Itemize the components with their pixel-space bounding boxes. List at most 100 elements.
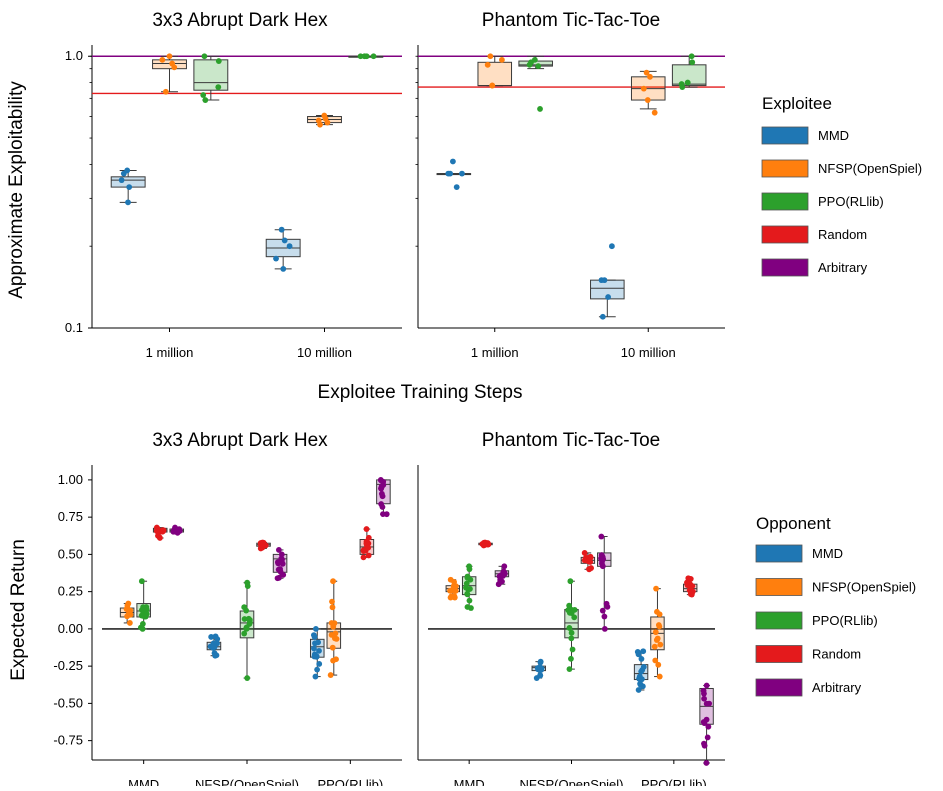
x-tick-label: MMD [128,777,159,786]
data-point-NFSP(OpenSpiel) [333,636,340,642]
data-point-Arbitrary [599,560,605,567]
data-point-Random [585,558,592,565]
y-tick-label: 0.1 [65,320,83,335]
box-Random-NFSP(OpenSpiel) [256,539,271,552]
data-point-PPO(RLlib) [200,92,207,98]
data-point-NFSP(OpenSpiel) [162,88,169,95]
panel-3: MMD NFSP(OpenSpiel) PPO(RLlib) [417,465,725,791]
box-PPO(RLlib)-10 million [348,53,384,60]
y-tick-label: 0.25 [58,584,83,599]
data-point-PPO(RLlib) [678,81,685,87]
data-point-Arbitrary [703,760,710,766]
box-MMD-NFSP(OpenSpiel) [531,658,546,681]
data-point-MMD [537,672,544,679]
data-point-MMD [281,237,288,244]
data-point-Arbitrary [703,700,710,707]
data-point-MMD [640,664,647,670]
data-point-Arbitrary [705,723,712,730]
data-point-NFSP(OpenSpiel) [126,620,133,626]
x-tick-label: PPO(RLlib) [641,777,707,786]
data-point-Arbitrary [276,574,282,581]
top-x-axis-label: Exploitee Training Steps [318,382,523,403]
data-point-Arbitrary [500,573,506,579]
legend-swatch-Arbitrary [761,258,809,277]
box-PPO(RLlib)-1 million [518,55,553,112]
data-point-PPO(RLlib) [241,630,248,637]
box-MMD-1 million [436,158,472,190]
box-MMD-PPO(RLlib) [309,625,325,680]
data-point-PPO(RLlib) [363,53,370,60]
data-point-MMD [453,184,460,190]
data-point-NFSP(OpenSpiel) [328,631,335,638]
box-iqr [671,64,707,87]
data-point-MMD [537,664,544,671]
data-point-NFSP(OpenSpiel) [655,661,662,668]
data-point-MMD [312,625,319,632]
data-point-MMD [118,177,125,184]
data-point-NFSP(OpenSpiel) [640,85,647,92]
box-NFSP(OpenSpiel)-1 million [152,53,187,95]
y-tick-label: 1.00 [58,472,83,487]
data-point-PPO(RLlib) [215,58,222,64]
data-point-MMD [126,184,133,190]
data-point-NFSP(OpenSpiel) [647,73,653,80]
data-point-Arbitrary [700,687,707,694]
box-MMD-10 million [265,226,301,272]
box-NFSP(OpenSpiel)-MMD [119,600,135,626]
legend-swatch-Arbitrary [755,678,803,697]
data-point-MMD [636,673,643,680]
data-point-NFSP(OpenSpiel) [452,588,459,594]
data-point-NFSP(OpenSpiel) [447,587,453,594]
legend-swatch-MMD [755,544,803,563]
data-point-PPO(RLlib) [571,614,578,621]
box-PPO(RLlib)-10 million [671,53,707,90]
legend-exploitee-title: Exploitee [762,94,832,113]
box-NFSP(OpenSpiel)-10 million [307,112,342,128]
data-point-MMD [313,653,320,660]
data-point-Random [260,539,267,546]
box-Arbitrary-MMD [494,563,510,588]
box-MMD-NFSP(OpenSpiel) [206,633,222,659]
data-point-Arbitrary [275,566,282,573]
legend-exploitee: MMD NFSP(OpenSpiel) PPO(RLlib) Random Arbitr… [761,126,922,277]
top-y-axis-label: Approximate Exploitability [6,81,27,299]
data-point-Arbitrary [378,501,385,507]
data-point-PPO(RLlib) [138,578,145,585]
data-point-Random [581,550,588,556]
legend-swatch-NFSP(OpenSpiel) [761,159,809,178]
data-point-NFSP(OpenSpiel) [315,117,322,124]
data-point-Arbitrary [378,477,384,484]
data-point-PPO(RLlib) [202,97,209,103]
data-point-NFSP(OpenSpiel) [448,593,455,600]
box-Arbitrary-PPO(RLlib) [376,476,391,518]
data-point-PPO(RLlib) [370,53,377,60]
box-iqr [193,59,229,91]
data-point-MMD [210,643,217,650]
legend-opponent: MMD NFSP(OpenSpiel) PPO(RLlib) Random Arbitr… [755,544,916,697]
y-tick-label: -0.75 [53,733,83,748]
box-NFSP(OpenSpiel)-MMD [445,576,461,601]
legend-label-MMD: MMD [812,546,843,561]
y-tick-label: -0.25 [53,658,83,673]
data-point-Arbitrary [378,490,385,497]
y-tick-label: 0.75 [58,509,83,524]
data-point-PPO(RLlib) [568,655,574,662]
data-point-Arbitrary [279,556,285,563]
x-tick-label: 10 million [621,345,676,360]
data-point-PPO(RLlib) [464,604,471,610]
data-point-PPO(RLlib) [566,666,573,673]
data-point-Arbitrary [176,526,183,533]
data-point-NFSP(OpenSpiel) [330,578,336,585]
data-point-Random [361,547,367,554]
y-tick-label: 0.00 [58,621,83,636]
data-point-MMD [273,255,279,262]
box-Arbitrary-NFSP(OpenSpiel) [272,547,288,582]
data-point-PPO(RLlib) [568,610,575,616]
legend-swatch-MMD [761,126,809,145]
x-tick-label: NFSP(OpenSpiel) [195,777,299,786]
box-NFSP(OpenSpiel)-PPO(RLlib) [326,578,342,678]
data-point-Arbitrary [703,682,710,689]
data-point-PPO(RLlib) [464,590,471,597]
data-point-NFSP(OpenSpiel) [484,61,491,68]
